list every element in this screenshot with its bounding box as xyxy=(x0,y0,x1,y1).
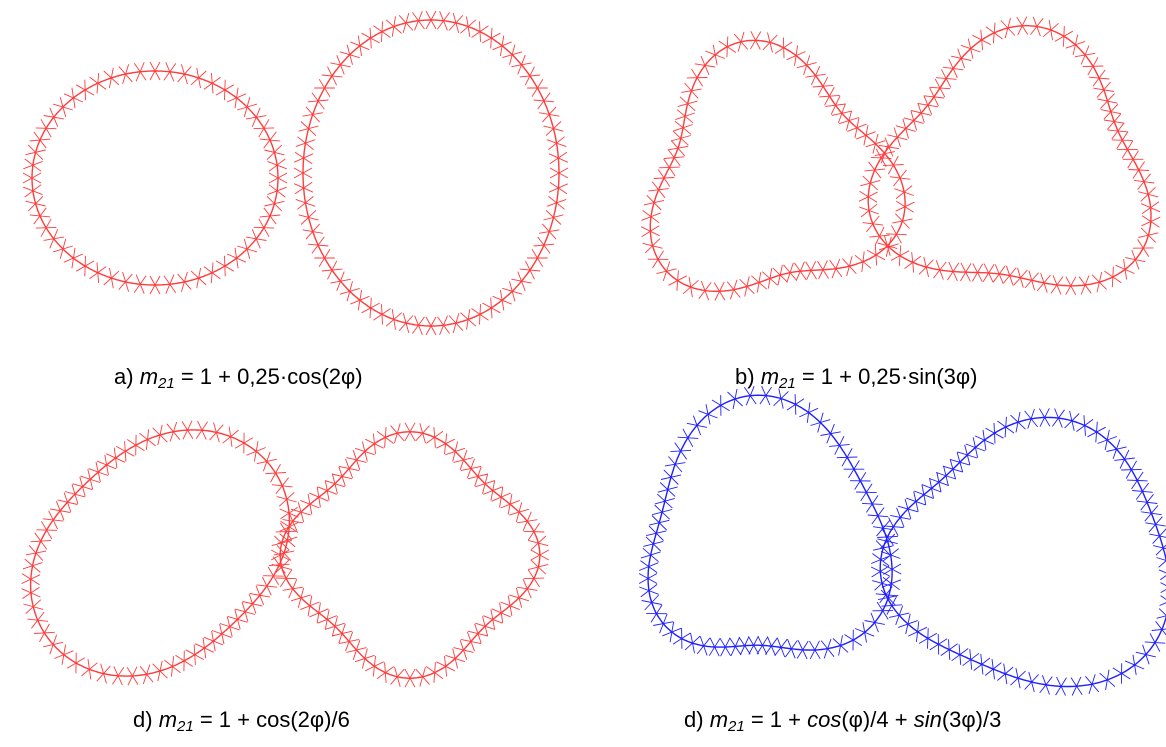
caption-a-var: m xyxy=(139,364,159,389)
caption-a: a) m21 = 1 + 0,25·cos(2φ) xyxy=(114,364,363,392)
caption-a-sub: 21 xyxy=(158,375,175,392)
panel-c-gear-pair xyxy=(21,420,550,688)
caption-d-eq-part2: (φ)/4 + xyxy=(841,707,914,732)
panel-c-left-gear-pitch-curve xyxy=(29,429,291,677)
caption-c-var: m xyxy=(158,707,178,732)
panel-d-right-gear-teeth xyxy=(870,408,1166,696)
panel-a-left-gear-teeth xyxy=(22,61,288,295)
caption-d-label: d) xyxy=(684,707,704,732)
caption-c-sub: 21 xyxy=(177,718,194,735)
panel-d-gear-pair xyxy=(638,385,1166,696)
panel-b-left-gear-teeth xyxy=(640,30,915,301)
caption-b-equation: = 1 + 0,25·sin(3φ) xyxy=(795,364,978,389)
panel-b-gear-pair xyxy=(640,16,1161,301)
caption-c: d) m21 = 1 + cos(2φ)/6 xyxy=(133,707,350,735)
panel-b-right-gear-pitch-curve xyxy=(867,25,1152,287)
panel-a-left-gear-pitch-curve xyxy=(31,70,279,286)
caption-a-label: a) xyxy=(114,364,134,389)
caption-d-var: m xyxy=(709,707,729,732)
panel-c-right-gear-teeth xyxy=(270,422,550,688)
caption-c-label: d) xyxy=(133,707,153,732)
caption-a-equation: = 1 + 0,25·cos(2φ) xyxy=(174,364,363,389)
panel-d-right-gear-pitch-curve xyxy=(879,416,1166,688)
panel-d-left-gear-pitch-curve xyxy=(647,394,893,651)
caption-b: b) m21 = 1 + 0,25·sin(3φ) xyxy=(735,364,978,392)
panel-b-right-gear-teeth xyxy=(858,16,1161,296)
panel-a-gear-pair xyxy=(22,10,569,336)
caption-d-sin: sin xyxy=(913,707,942,732)
panel-d-left-gear-teeth xyxy=(638,385,902,660)
panel-c-right-gear-pitch-curve xyxy=(279,431,541,679)
caption-b-var: m xyxy=(760,364,780,389)
caption-d-sub: 21 xyxy=(728,718,745,735)
caption-b-sub: 21 xyxy=(779,375,796,392)
panel-c-left-gear-teeth xyxy=(21,420,299,686)
panel-a-right-gear-teeth xyxy=(293,10,569,336)
caption-d-cos: cos xyxy=(807,707,842,732)
caption-d: d) m21 = 1 + cos(φ)/4 + sin(3φ)/3 xyxy=(684,707,1002,735)
caption-d-eq-part3: (3φ)/3 xyxy=(941,707,1002,732)
caption-c-equation: = 1 + cos(2φ)/6 xyxy=(193,707,350,732)
caption-d-eq-part1: = 1 + xyxy=(744,707,808,732)
caption-b-label: b) xyxy=(735,364,755,389)
